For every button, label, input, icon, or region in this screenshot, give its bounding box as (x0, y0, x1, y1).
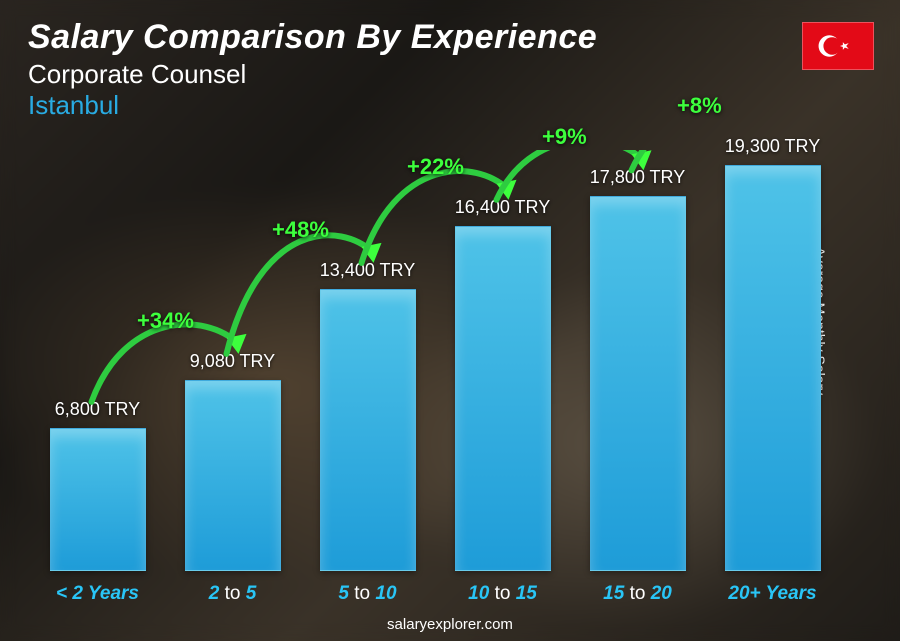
bar (50, 428, 146, 571)
x-axis-label: 10 to 15 (435, 583, 570, 605)
bar-chart: 6,800 TRY 9,080 TRY 13,400 TRY 16,400 TRY 17… (30, 150, 840, 571)
bar-value-label: 16,400 TRY (455, 197, 550, 218)
bar (590, 196, 686, 571)
increase-pct: +9% (542, 124, 587, 150)
bar (455, 226, 551, 571)
x-axis-label: 15 to 20 (570, 583, 705, 605)
bar-group: 13,400 TRY (300, 260, 435, 571)
page-subtitle: Corporate Counsel (28, 59, 597, 90)
bars-container: 6,800 TRY 9,080 TRY 13,400 TRY 16,400 TRY 17… (30, 150, 840, 571)
flag-turkey (802, 22, 874, 70)
x-axis-label: < 2 Years (30, 583, 165, 605)
increase-pct: +8% (677, 93, 722, 119)
content-root: Salary Comparison By Experience Corporat… (0, 0, 900, 641)
bar-group: 19,300 TRY (705, 136, 840, 571)
x-axis-label: 20+ Years (705, 583, 840, 605)
bar-group: 17,800 TRY (570, 167, 705, 571)
x-axis-labels: < 2 Years2 to 55 to 1010 to 1515 to 2020… (30, 583, 840, 605)
bar-value-label: 6,800 TRY (55, 399, 140, 420)
bar-value-label: 9,080 TRY (190, 351, 275, 372)
bar-group: 6,800 TRY (30, 399, 165, 571)
header: Salary Comparison By Experience Corporat… (28, 18, 597, 121)
x-axis-label: 2 to 5 (165, 583, 300, 605)
bar-value-label: 19,300 TRY (725, 136, 820, 157)
page-title: Salary Comparison By Experience (28, 18, 597, 57)
bar (725, 165, 821, 571)
footer-attribution: salaryexplorer.com (0, 616, 900, 633)
bar-group: 9,080 TRY (165, 351, 300, 571)
bar-value-label: 13,400 TRY (320, 260, 415, 281)
flag-icon (803, 22, 873, 70)
page-location: Istanbul (28, 90, 597, 121)
x-axis-label: 5 to 10 (300, 583, 435, 605)
bar-group: 16,400 TRY (435, 197, 570, 571)
bar (185, 380, 281, 571)
bar (320, 289, 416, 571)
bar-value-label: 17,800 TRY (590, 167, 685, 188)
